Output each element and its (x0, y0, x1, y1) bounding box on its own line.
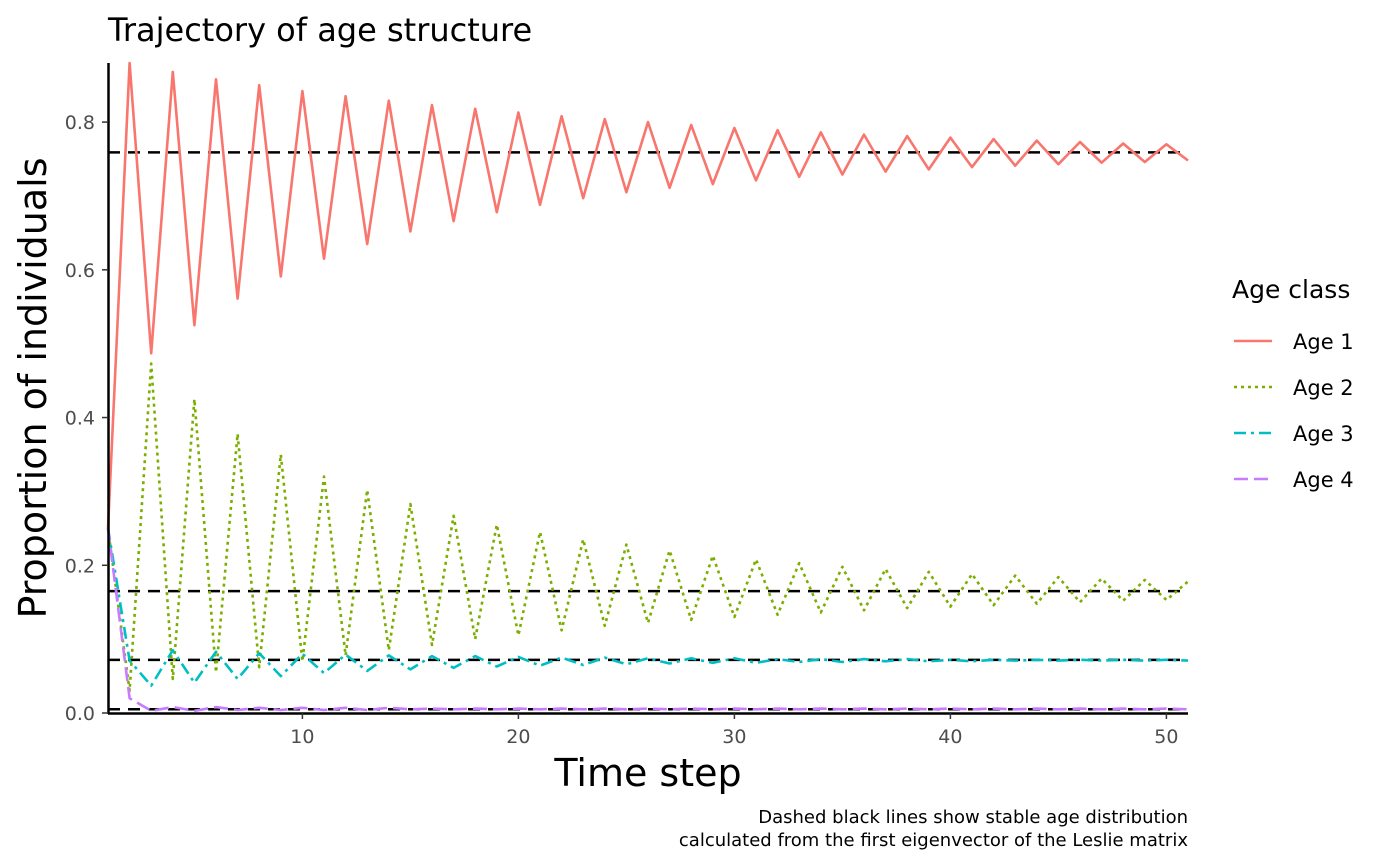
y-tick-label: 0.6 (65, 260, 95, 282)
series-line-age-2 (106, 362, 1189, 693)
stable-distribution-lines (108, 151, 1188, 711)
legend-label-3: Age 3 (1293, 422, 1354, 446)
caption-line-1: Dashed black lines show stable age distr… (758, 807, 1188, 828)
x-tick-label: 30 (722, 726, 746, 748)
legend-title: Age class (1232, 275, 1350, 304)
chart-title: Trajectory of age structure (107, 11, 532, 49)
legend-label-1: Age 1 (1293, 330, 1354, 354)
x-tick-label: 40 (938, 726, 962, 748)
legend: Age class Age 1 Age 2 Age 3 Age 4 (1232, 275, 1354, 492)
y-tick-label: 0.8 (65, 112, 95, 134)
y-tick-label: 0.4 (65, 408, 95, 430)
y-tick-label: 0.0 (65, 703, 95, 725)
legend-label-4: Age 4 (1293, 468, 1354, 492)
series-lines (106, 61, 1189, 713)
y-tick-label: 0.2 (65, 555, 95, 577)
series-line-age-1 (106, 61, 1189, 529)
series-line-age-3 (106, 528, 1189, 688)
y-axis-ticks: 0.0 0.2 0.4 0.6 0.8 (65, 112, 108, 725)
x-axis-title: Time step (553, 751, 741, 795)
x-axis-ticks: 10 20 30 40 50 (290, 713, 1178, 748)
x-tick-label: 50 (1154, 726, 1178, 748)
y-axis-title: Proportion of individuals (11, 157, 55, 618)
x-tick-label: 10 (290, 726, 314, 748)
legend-label-2: Age 2 (1293, 376, 1354, 400)
x-tick-label: 20 (506, 726, 530, 748)
caption-line-2: calculated from the first eigenvector of… (679, 830, 1188, 851)
